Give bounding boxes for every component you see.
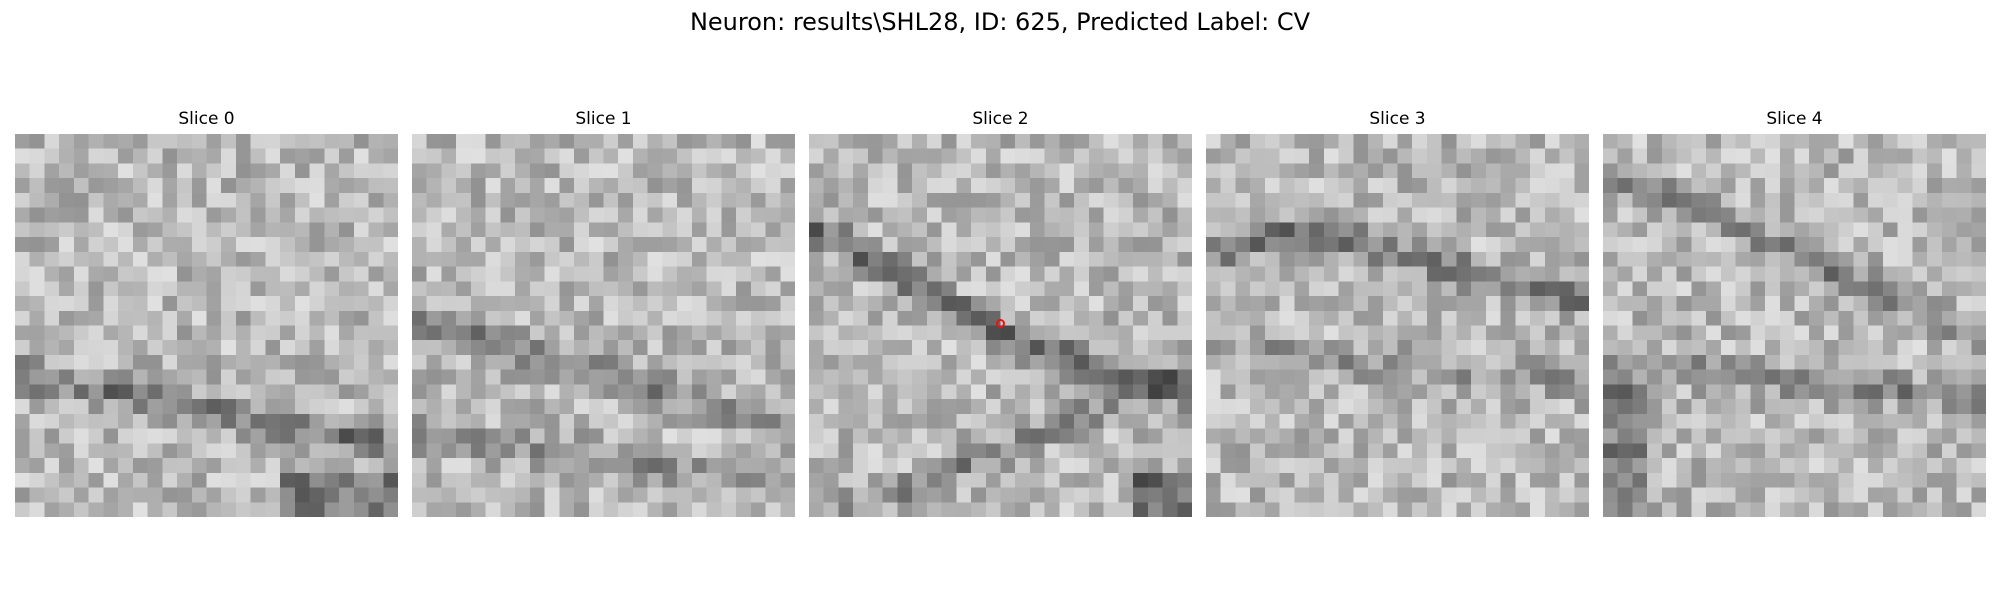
slice-panel-2: Slice 2 [809, 108, 1192, 517]
slice-title: Slice 0 [15, 108, 398, 130]
slice-image [1603, 134, 1986, 517]
slice-panel-3: Slice 3 [1206, 108, 1589, 517]
slice-title: Slice 4 [1603, 108, 1986, 130]
slice-panel-4: Slice 4 [1603, 108, 1986, 517]
slice-image [412, 134, 795, 517]
slice-image [15, 134, 398, 517]
slice-title: Slice 2 [809, 108, 1192, 130]
slice-image [1206, 134, 1589, 517]
neuron-location-marker [996, 319, 1005, 328]
slice-panel-0: Slice 0 [15, 108, 398, 517]
slice-panel-1: Slice 1 [412, 108, 795, 517]
slice-title: Slice 1 [412, 108, 795, 130]
slice-title: Slice 3 [1206, 108, 1589, 130]
figure-title: Neuron: results\SHL28, ID: 625, Predicte… [0, 6, 2000, 38]
